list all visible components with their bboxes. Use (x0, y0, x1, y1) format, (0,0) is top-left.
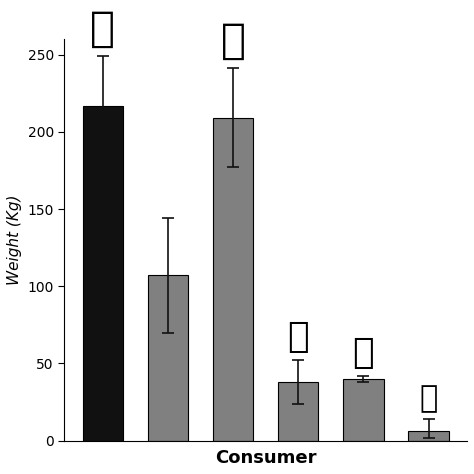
Text: 🦊: 🦊 (287, 320, 309, 354)
Text: 🐺: 🐺 (90, 8, 115, 50)
Bar (278, 382, 319, 441)
Bar (213, 118, 253, 441)
Text: 🐗: 🐗 (220, 20, 246, 62)
Bar (343, 379, 383, 441)
Text: 🦅: 🦅 (353, 336, 374, 370)
Bar (409, 431, 449, 441)
Bar (148, 275, 188, 441)
Bar (82, 106, 123, 441)
Y-axis label: Weight (Kg): Weight (Kg) (7, 195, 22, 285)
X-axis label: Consumer: Consumer (215, 449, 317, 467)
Text: 🦡: 🦡 (419, 384, 438, 413)
